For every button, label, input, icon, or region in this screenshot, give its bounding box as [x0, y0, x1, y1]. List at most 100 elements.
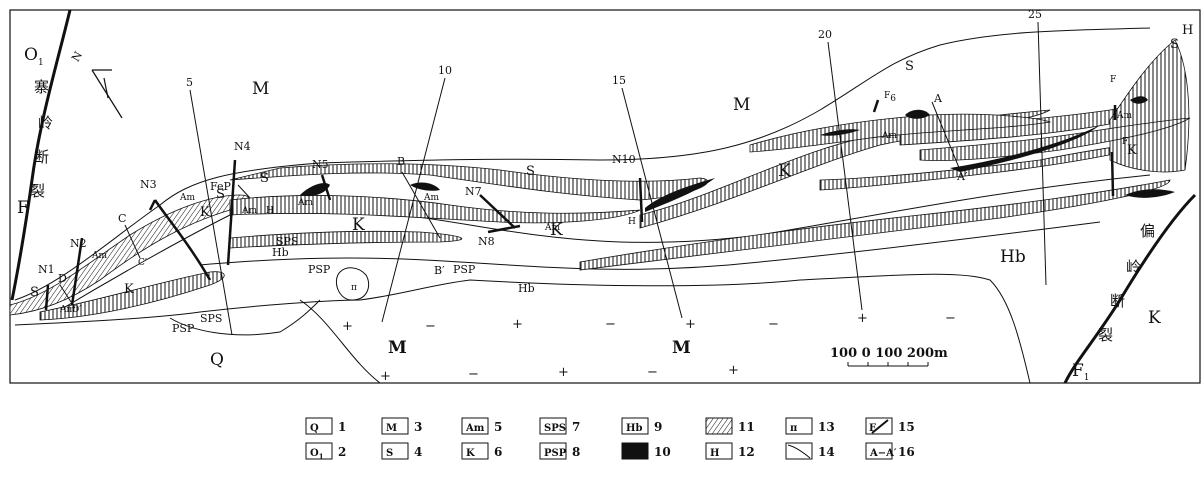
label-m-3: M: [388, 338, 407, 358]
legend-item-8: PSP 8: [539, 442, 580, 460]
label-f-r2: F: [1122, 137, 1128, 147]
legend-item-16: A−A′ 16: [865, 442, 915, 460]
prospect-label-5: 5: [186, 76, 193, 89]
legend-number-16: 16: [898, 445, 915, 459]
left-fault-char-2: 岭: [38, 114, 53, 132]
contact-hb: [199, 221, 1101, 270]
sign-plus-2: +: [512, 317, 523, 332]
label-f1: F1: [1072, 361, 1090, 383]
legend-number-6: 6: [494, 445, 502, 459]
map-frame: [9, 9, 1201, 384]
label-s-2: S: [526, 164, 535, 179]
prospect-label-10: 10: [438, 64, 452, 77]
scale-bar-graphic: [847, 362, 929, 367]
section-lines: [59, 101, 963, 309]
legend-item-14: 14: [785, 442, 835, 460]
legend-item-10: 10: [621, 442, 671, 460]
legend-symbol-1: Q: [310, 423, 319, 434]
label-h-top: H: [1182, 23, 1193, 38]
legend-number-7: 7: [572, 420, 580, 434]
label-f6: F6: [884, 91, 896, 104]
legend-item-2: O1 2: [305, 442, 346, 461]
label-am-7: Am: [91, 251, 107, 261]
sign-plus-3: +: [685, 317, 696, 332]
fault-label-n10: N10: [612, 153, 636, 166]
legend-number-14: 14: [818, 445, 835, 459]
section-label-d-prime: D′: [72, 305, 81, 315]
label-f-r1: F: [1110, 75, 1116, 85]
prospect-label-20: 20: [818, 28, 832, 41]
label-k-5: K: [124, 282, 134, 297]
prospect-label-25: 25: [1028, 8, 1042, 21]
legend-number-5: 5: [494, 420, 502, 434]
fault-label-n4: N4: [234, 140, 251, 153]
north-arrow: [91, 69, 123, 119]
label-k-6: K: [1127, 143, 1137, 158]
label-s-4: S: [216, 187, 225, 202]
legend-symbol-15: F: [869, 423, 876, 434]
left-fault-char-1: 寨: [34, 78, 49, 96]
legend-item-9: Hb 9: [621, 417, 662, 435]
label-sps-1: SPS: [276, 235, 298, 248]
prospect-lines: [189, 21, 1047, 336]
fault-label-n5: N5: [312, 158, 329, 171]
legend-symbol-7: SPS: [544, 423, 566, 434]
section-label-c: C: [118, 212, 126, 225]
label-am-4: Am: [881, 131, 897, 141]
legend-symbol-8: PSP: [544, 448, 567, 459]
solid-ore-bodies: [300, 96, 1175, 212]
legend-symbol-6: K: [466, 448, 475, 459]
section-label-a: A: [933, 92, 943, 105]
section-label-b-prime: B′: [434, 264, 445, 277]
fault-label-n2: N2: [70, 237, 87, 250]
right-fault-char-3: 断: [1110, 292, 1125, 310]
legend-number-1: 1: [338, 420, 346, 434]
label-sps-2: SPS: [200, 312, 222, 325]
legend-item-13: π 13: [785, 417, 835, 435]
section-label-d: D: [58, 272, 67, 285]
contact-south: [14, 273, 1031, 384]
legend-number-9: 9: [654, 420, 662, 434]
fault-label-n7: N7: [465, 185, 482, 198]
legend-number-10: 10: [654, 445, 671, 459]
legend-symbol-3: M: [386, 423, 397, 434]
label-hb-3: Hb: [518, 282, 535, 295]
legend-number-8: 8: [572, 445, 580, 459]
legend-item-7: SPS 7: [539, 417, 580, 435]
sign-plus-7: +: [728, 363, 739, 378]
sign-plus-4: +: [857, 311, 868, 326]
label-hb-2: Hb: [272, 246, 289, 259]
legend-symbol-13: π: [790, 423, 797, 434]
label-am-1: Am: [297, 198, 313, 208]
right-fault-char-4: 裂: [1098, 326, 1113, 344]
legend-number-2: 2: [338, 445, 346, 459]
legend-symbol-5: Am: [465, 423, 485, 434]
legend-symbol-4: S: [386, 448, 393, 459]
label-am-9: Am: [1116, 111, 1132, 121]
sign-minus-4: −: [945, 311, 956, 326]
scale-bar-label: 100 0 100 200m: [830, 346, 948, 361]
label-pi: π: [351, 283, 357, 293]
label-h-2: H: [628, 217, 636, 227]
contact-q: [169, 299, 321, 336]
fault-label-n1: N1: [38, 263, 55, 276]
label-hb-1: Hb: [1000, 247, 1026, 267]
ore-belts: [9, 39, 1191, 321]
sign-minus-6: −: [647, 365, 658, 380]
label-am-8: Am: [59, 305, 75, 315]
sign-minus-5: −: [468, 367, 479, 382]
label-s-5: S: [30, 285, 39, 300]
label-f-left: F: [17, 198, 29, 218]
legend-number-12: 12: [738, 445, 755, 459]
label-s-3: S: [260, 171, 269, 186]
label-psp-2: PSP: [453, 263, 476, 276]
left-fault-line: [10, 9, 72, 301]
sign-minus-2: −: [605, 317, 616, 332]
label-k-3: K: [778, 161, 791, 181]
label-psp-1: PSP: [308, 263, 331, 276]
legend-number-15: 15: [898, 420, 915, 434]
